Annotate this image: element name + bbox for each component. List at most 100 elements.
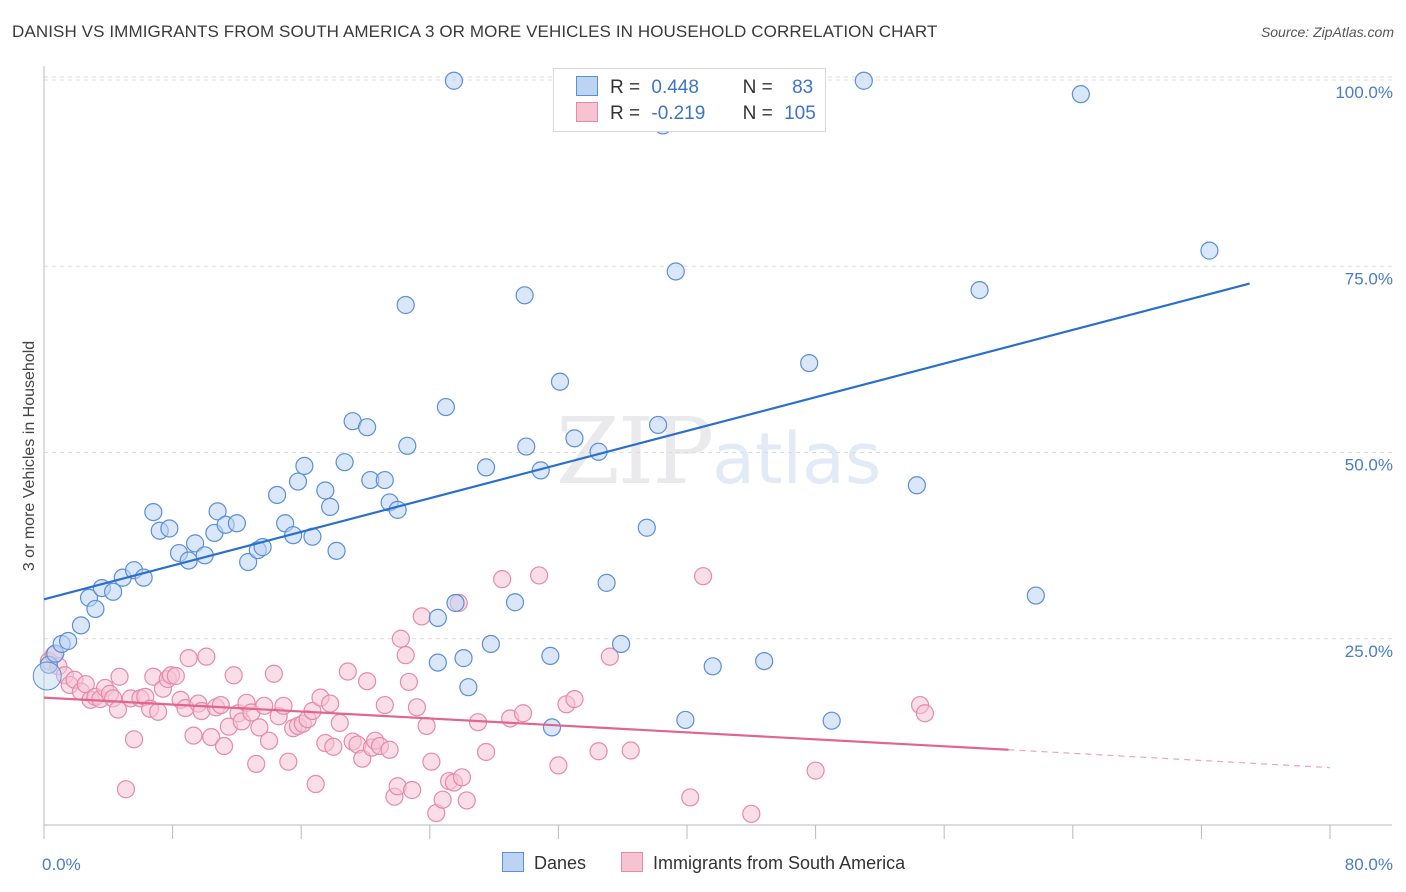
watermark-atlas: atlas [712, 418, 882, 500]
watermark: ZIPatlas [556, 398, 881, 505]
immigrants-point [452, 768, 472, 787]
immigrants-point [476, 742, 496, 762]
danes-point [436, 397, 455, 417]
immigrants-point [742, 804, 761, 823]
immigrants-point [422, 752, 441, 771]
danes-point [239, 552, 258, 572]
danes-point [358, 418, 377, 437]
danes-point [186, 534, 205, 553]
immigrants-point [915, 704, 935, 723]
y-tick-label: 50.0% [1345, 456, 1393, 475]
danes-point [160, 519, 179, 538]
immigrants-point [247, 754, 266, 774]
immigrants-point [124, 730, 144, 749]
stats-legend: R = 0.448 N = 83 R = -0.219 N = 105 [553, 68, 826, 132]
immigrants-point [264, 664, 283, 683]
immigrants-point [338, 662, 357, 681]
danes-legend-label: Danes [534, 853, 587, 873]
immigrants-point [391, 629, 410, 648]
immigrants-point [197, 647, 216, 666]
danes-point [542, 718, 562, 737]
legend-row-danes: R = 0.448 N = 83 [576, 76, 813, 102]
danes-point [454, 649, 473, 668]
immigrants-point [255, 696, 274, 715]
danes-point [375, 470, 394, 490]
danes-point [755, 651, 774, 671]
immigrants-point [202, 727, 221, 747]
danes-point [648, 415, 668, 435]
danes-point [703, 657, 722, 676]
danes-point [444, 71, 464, 90]
immigrants-point [110, 667, 129, 686]
danes-point [327, 541, 346, 560]
y-axis-label: 3 or more Vehicles in Household [21, 341, 38, 571]
immigrants-point [407, 698, 427, 717]
immigrants-point [493, 570, 512, 589]
immigrants-point [693, 567, 713, 586]
danes-point [295, 456, 314, 476]
legend-row-immigrants: R = -0.219 N = 105 [576, 102, 816, 128]
danes-point [335, 453, 354, 472]
legend-r-label: R = [610, 103, 641, 124]
danes-point [1200, 241, 1219, 260]
danes-point [267, 485, 287, 505]
danes-point [32, 661, 62, 691]
danes-point [321, 497, 340, 516]
danes-point [459, 678, 478, 697]
danes-point [104, 582, 123, 601]
legend-n-value: 83 [792, 77, 814, 98]
tick-labels: 25.0% 50.0% 75.0% 100.0% 0.0% 80.0% [42, 83, 1393, 874]
immigrants-point [549, 756, 568, 775]
immigrants-point [600, 647, 619, 666]
immigrants-point [211, 695, 230, 715]
y-tick-label: 75.0% [1345, 269, 1393, 288]
danes-point [428, 653, 447, 672]
legend-n-label: N = [742, 77, 773, 98]
immigrants-point [565, 689, 584, 709]
danes-point [800, 354, 819, 373]
immigrants-point [417, 716, 436, 736]
danes-point [907, 476, 926, 495]
danes-point [1071, 85, 1090, 104]
legend-r-value: -0.219 [651, 103, 706, 124]
danes-swatch [576, 76, 598, 96]
immigrants-point [433, 790, 452, 809]
immigrants-point [457, 791, 476, 810]
legend-n-value: 105 [784, 103, 816, 124]
watermark-zip: ZIP [556, 398, 714, 505]
danes-point [86, 599, 105, 619]
immigrants-point [179, 649, 198, 668]
danes-point [396, 295, 415, 315]
immigrants-point [399, 672, 419, 692]
danes-point [208, 502, 227, 521]
danes-point [505, 593, 525, 612]
immigrants-point [259, 731, 279, 750]
chart-title: DANISH VS IMMIGRANTS FROM SOUTH AMERICA … [12, 22, 938, 41]
danes-point [388, 500, 407, 519]
immigrants-point [149, 702, 168, 721]
danes-point [515, 286, 534, 305]
immigrants-point [358, 672, 377, 691]
danes-point [398, 436, 417, 455]
immigrants-point [806, 761, 825, 780]
danes-point [1026, 586, 1045, 605]
immigrants-point [403, 780, 422, 800]
danes-point [565, 429, 584, 448]
immigrants-trend-extension [1008, 749, 1331, 769]
immigrants-point [412, 607, 431, 626]
danes-point [59, 631, 78, 651]
danes-point [481, 634, 500, 654]
danes-point [446, 593, 465, 613]
immigrants-point [380, 740, 399, 759]
immigrants-point [306, 774, 325, 794]
danes-point [71, 616, 91, 635]
danes-point [476, 458, 496, 477]
immigrants-point [214, 736, 234, 756]
immigrants-point [321, 694, 340, 713]
danes-point [854, 71, 873, 90]
immigrants-point [621, 741, 640, 760]
immigrants-legend-swatch [621, 852, 643, 872]
source-label: Source: ZipAtlas.com [1260, 24, 1394, 40]
x-tick-label: 0.0% [42, 855, 81, 874]
